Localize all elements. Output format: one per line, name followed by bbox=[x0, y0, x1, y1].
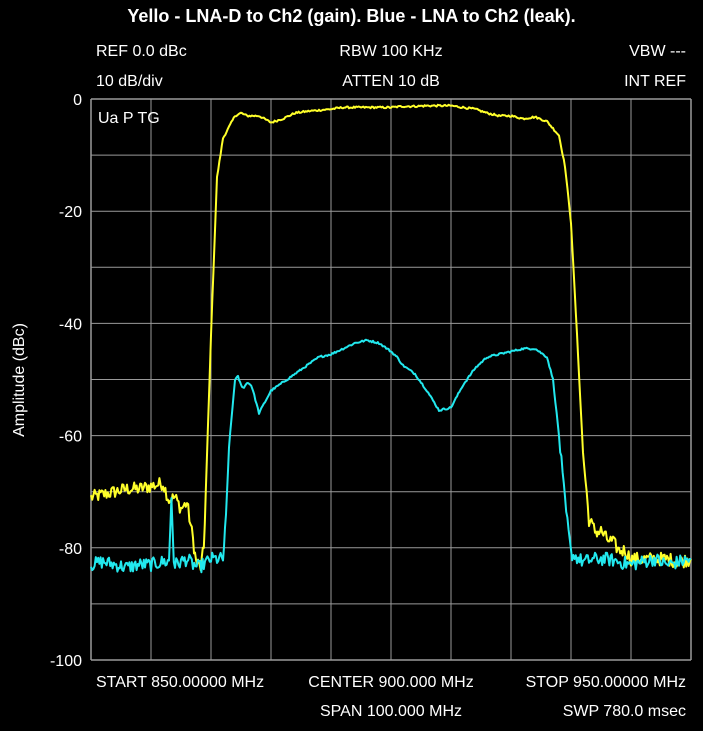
ref-mode-label: INT REF bbox=[624, 73, 686, 90]
atten-label: ATTEN 10 dB bbox=[342, 73, 440, 90]
y-tick-label: -20 bbox=[59, 204, 82, 221]
y-tick-label: -60 bbox=[59, 429, 82, 446]
marker-status-label: Ua P TG bbox=[98, 110, 160, 127]
span-label: SPAN 100.000 MHz bbox=[320, 703, 462, 720]
start-frequency-label: START 850.00000 MHz bbox=[96, 674, 265, 691]
y-tick-label: -100 bbox=[50, 653, 82, 670]
y-tick-labels: 0 -20 -40 -60 -80 -100 bbox=[50, 92, 82, 670]
center-frequency-label: CENTER 900.000 MHz bbox=[308, 674, 474, 691]
stop-frequency-label: STOP 950.00000 MHz bbox=[525, 674, 686, 691]
rbw-label: RBW 100 KHz bbox=[339, 43, 443, 60]
grid bbox=[90, 98, 692, 661]
y-tick-label: -80 bbox=[59, 541, 82, 558]
vbw-label: VBW --- bbox=[629, 43, 686, 60]
y-tick-label: 0 bbox=[73, 92, 82, 109]
chart-title: Yello - LNA-D to Ch2 (gain). Blue - LNA … bbox=[127, 6, 576, 26]
cyan-leak-trace bbox=[90, 338, 691, 574]
scale-label: 10 dB/div bbox=[96, 73, 163, 90]
y-tick-label: -40 bbox=[59, 316, 82, 333]
ref-level-label: REF 0.0 dBc bbox=[96, 43, 187, 60]
traces bbox=[90, 103, 692, 574]
sweep-time-label: SWP 780.0 msec bbox=[562, 703, 686, 720]
yellow-gain-trace bbox=[90, 103, 692, 572]
y-axis-label: Amplitude (dBc) bbox=[11, 323, 28, 437]
